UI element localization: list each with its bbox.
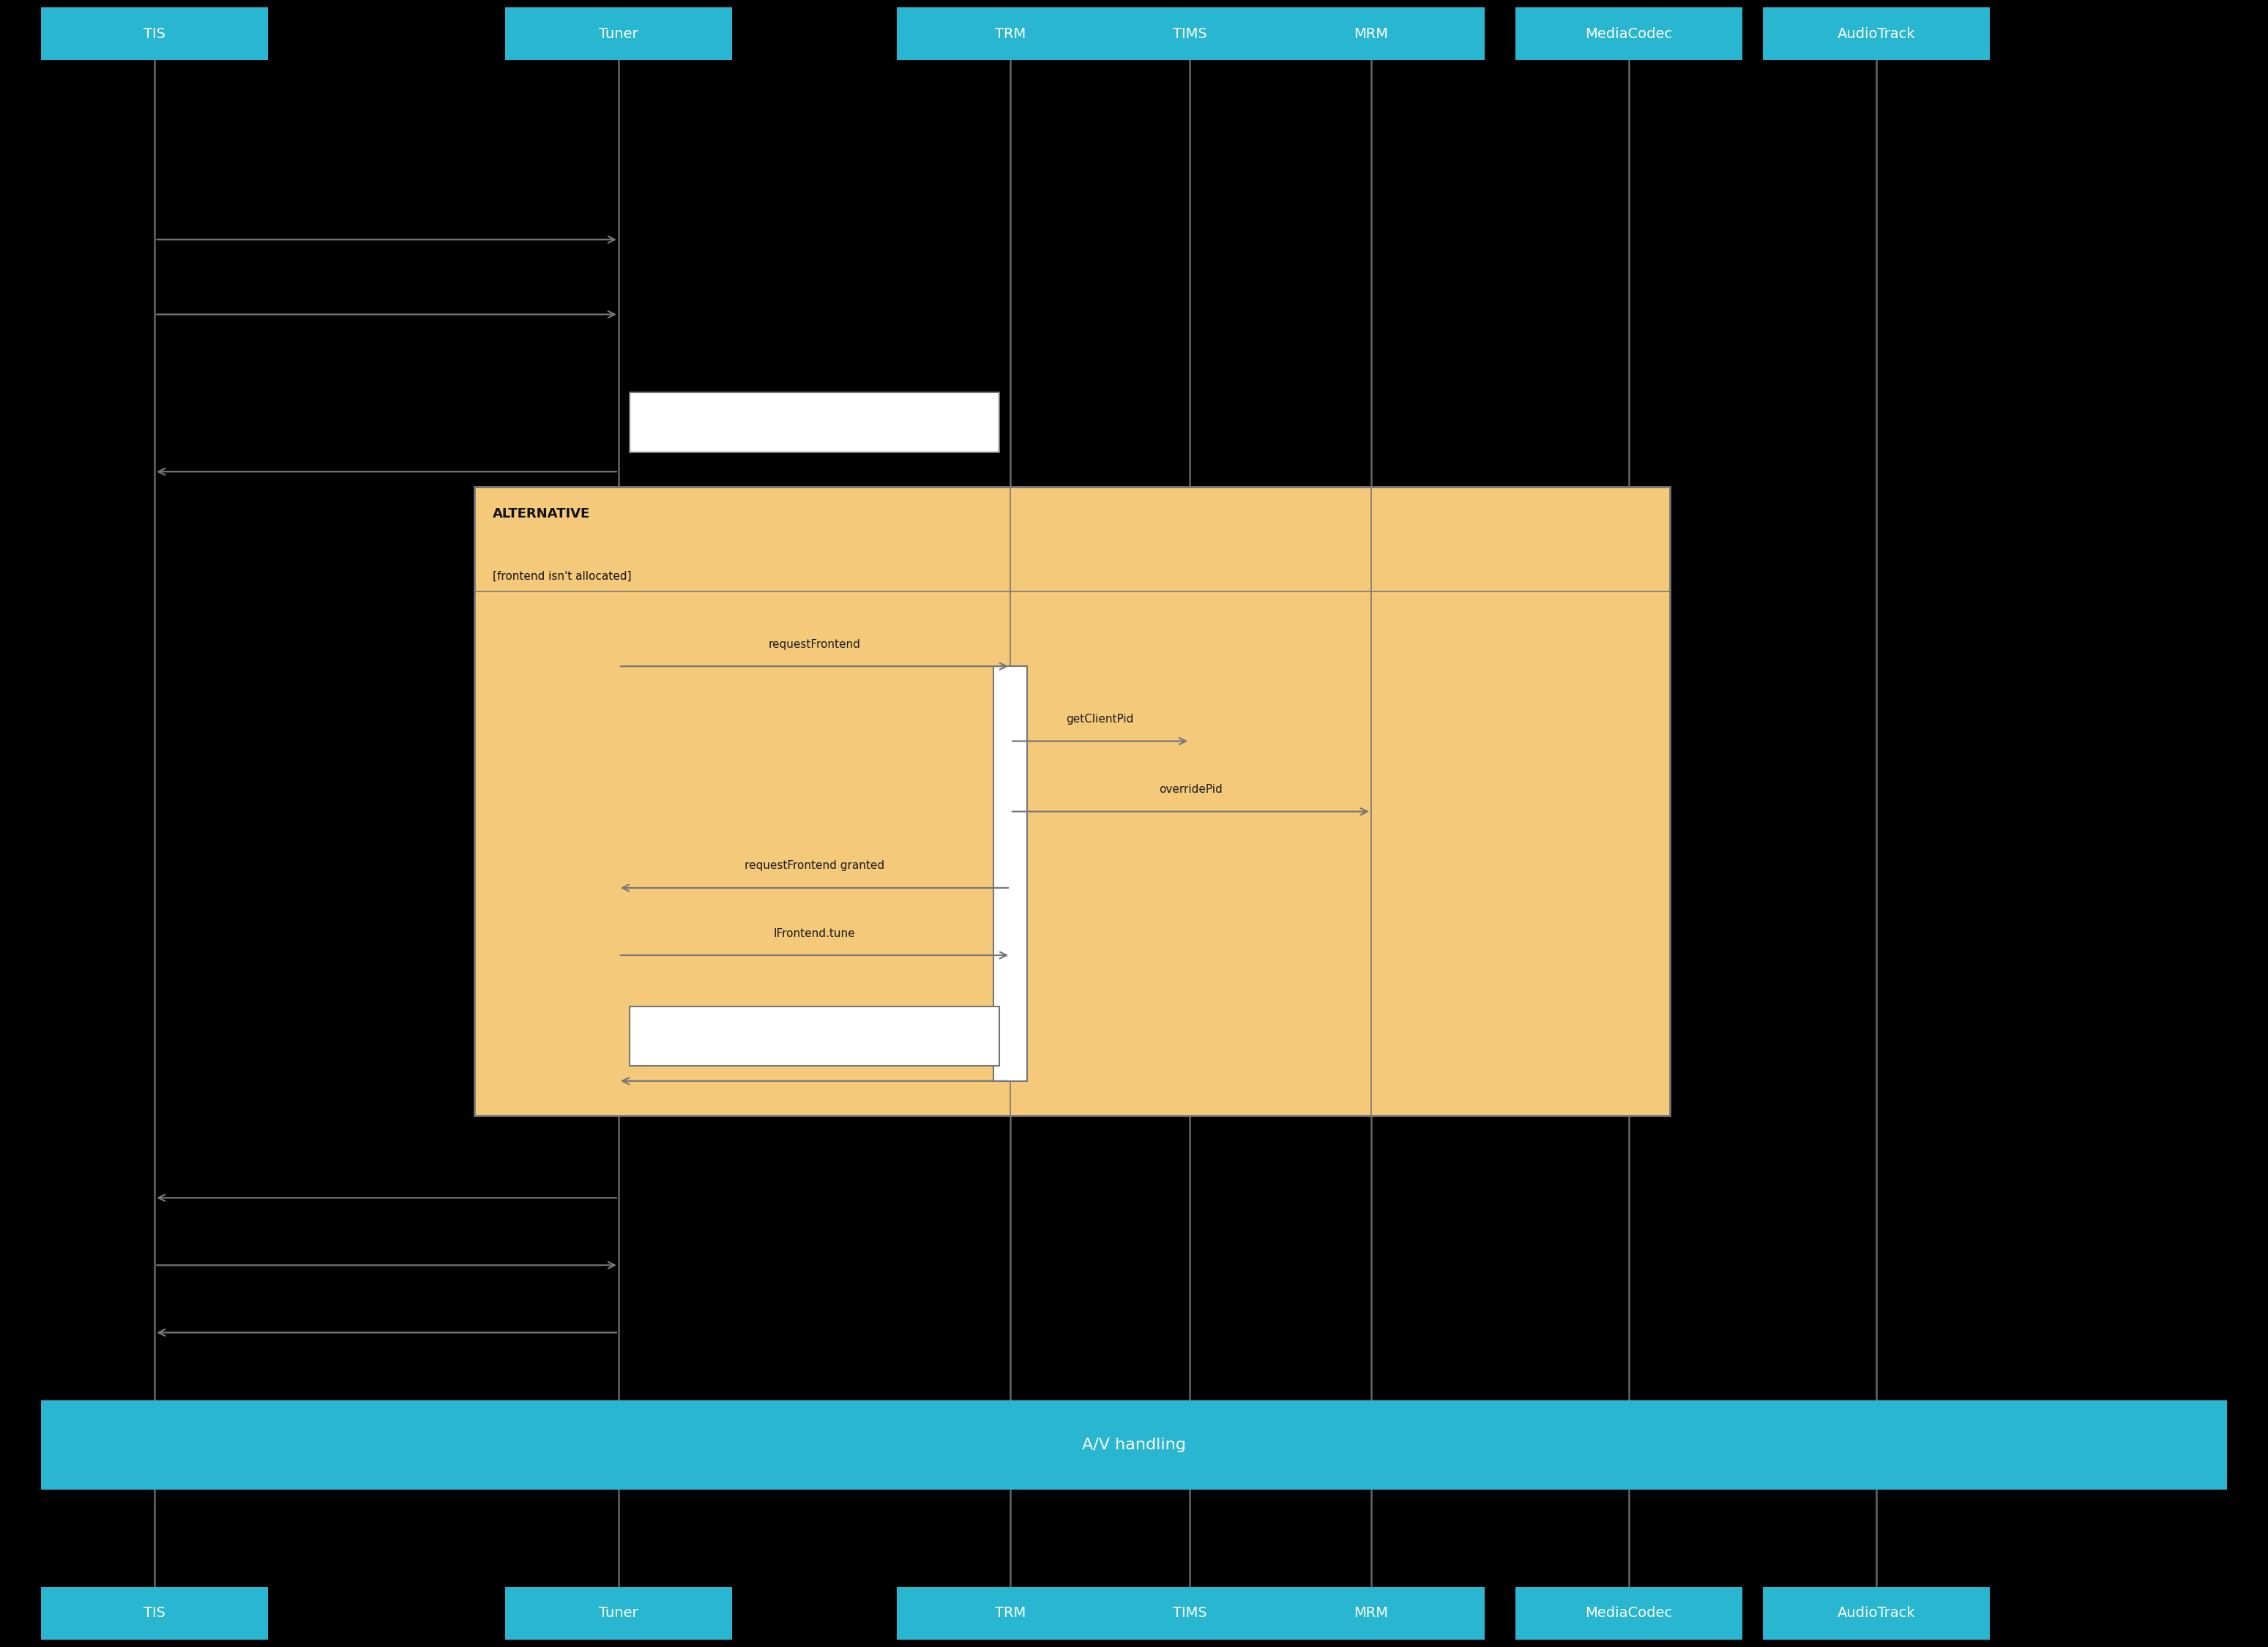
Text: TIMS: TIMS: [1173, 1606, 1207, 1621]
Text: overridePid: overridePid: [1159, 784, 1222, 796]
Bar: [1259, 8, 1486, 59]
Text: getClientPid: getClientPid: [1066, 713, 1134, 725]
Bar: [1515, 8, 1742, 59]
Bar: [1762, 8, 1989, 59]
Bar: [474, 486, 1669, 1115]
Bar: [506, 1588, 733, 1639]
Bar: [1077, 1588, 1304, 1639]
Bar: [1762, 1588, 1989, 1639]
Text: A/V handling: A/V handling: [1082, 1438, 1186, 1453]
Bar: [1515, 1588, 1742, 1639]
Text: TRM: TRM: [996, 1606, 1025, 1621]
Bar: [631, 1006, 998, 1066]
Text: Tuner: Tuner: [599, 26, 637, 41]
Text: MRM: MRM: [1354, 26, 1388, 41]
Text: AudioTrack: AudioTrack: [1837, 1606, 1914, 1621]
Text: MediaCodec: MediaCodec: [1585, 26, 1672, 41]
Bar: [41, 1588, 268, 1639]
Bar: [506, 8, 733, 59]
Text: requestFrontend: requestFrontend: [769, 639, 860, 651]
Bar: [896, 1588, 1123, 1639]
Text: [frontend isn't allocated]: [frontend isn't allocated]: [492, 572, 631, 581]
Text: TIMS: TIMS: [1173, 26, 1207, 41]
Bar: [41, 8, 268, 59]
Text: TIS: TIS: [143, 1606, 166, 1621]
Bar: [1077, 8, 1304, 59]
Text: TIS: TIS: [143, 26, 166, 41]
Text: MRM: MRM: [1354, 1606, 1388, 1621]
Bar: [631, 392, 998, 453]
Text: ALTERNATIVE: ALTERNATIVE: [492, 507, 590, 520]
Text: AudioTrack: AudioTrack: [1837, 26, 1914, 41]
Text: requestFrontend granted: requestFrontend granted: [744, 860, 885, 871]
Text: Tuner: Tuner: [599, 1606, 637, 1621]
Text: MediaCodec: MediaCodec: [1585, 1606, 1672, 1621]
Bar: [1259, 1588, 1486, 1639]
Text: TRM: TRM: [996, 26, 1025, 41]
Bar: [41, 1400, 2227, 1491]
Bar: [896, 8, 1123, 59]
Text: IFrontend.tune: IFrontend.tune: [773, 927, 855, 939]
Bar: [993, 667, 1027, 1080]
